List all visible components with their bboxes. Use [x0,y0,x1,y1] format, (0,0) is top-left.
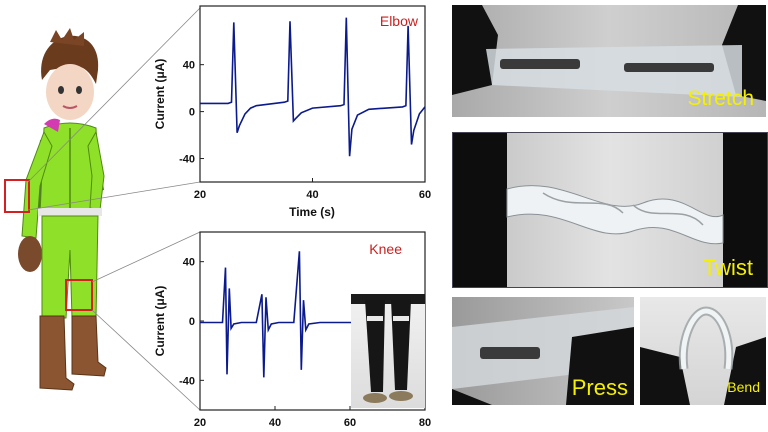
knee-y-axis-label: Current (μA) [153,286,167,357]
elbow-series-line [200,17,426,157]
elbow-y-axis-label: Current (μA) [153,59,167,130]
elbow-x-tick-label: 20 [194,189,206,201]
knee-series-line [200,251,425,378]
knee-chart-title: Knee [369,241,402,257]
press-photo: Press [452,297,634,405]
stretch-photo: Stretch [452,5,766,117]
knee-chart: Knee Current (μA) 20 40 60 80 -40 0 40 [153,231,431,429]
elbow-x-tick-label: 60 [419,189,431,201]
elbow-y-tick-label: -40 [179,154,195,166]
knee-sensor-marker [65,279,93,311]
elbow-x-tick-label: 40 [306,189,318,201]
avatar-figure [4,28,107,391]
elbow-chart: Elbow Current (μA) Time (s) 20 40 60 -40 0 40 [153,5,431,219]
knee-inset-photo [351,294,425,408]
knee-y-tick-label: 0 [189,316,195,328]
bend-label: Bend [727,379,760,395]
elbow-chart-title: Elbow [380,13,419,29]
twist-photo: Twist [452,132,768,288]
knee-y-tick-label: -40 [179,375,195,387]
press-label: Press [571,375,628,400]
elbow-sensor-marker [4,179,30,213]
knee-x-tick-label: 20 [194,417,206,429]
twist-label: Twist [702,255,753,280]
connector-lines [27,7,201,411]
knee-y-tick-label: 40 [183,257,195,269]
bend-photo: Bend [640,297,766,405]
elbow-y-tick-label: 40 [183,60,195,72]
knee-x-tick-label: 80 [419,417,431,429]
stretch-label: Stretch [687,87,754,110]
elbow-x-axis-label: Time (s) [289,205,335,219]
knee-x-tick-label: 60 [344,417,356,429]
elbow-y-tick-label: 0 [189,107,195,119]
knee-x-tick-label: 40 [269,417,281,429]
